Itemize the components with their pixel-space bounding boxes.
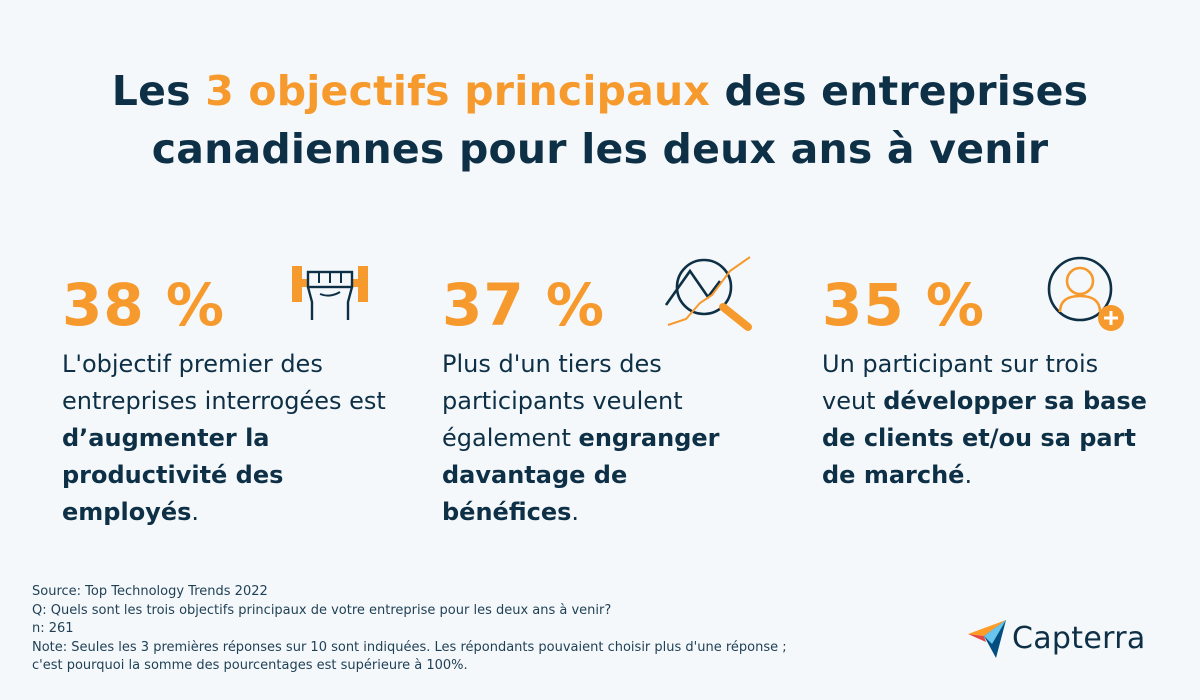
stat-card-clients: 35 % Un participant sur trois veut dével… <box>822 270 1152 494</box>
title-line2: canadiennes pour les deux ans à venir <box>151 125 1049 173</box>
stat-text-bold: engranger davantage de bénéfices <box>442 424 720 526</box>
title-part2: des entreprises <box>710 67 1089 115</box>
stat-text: L'objectif premier des entreprises inter… <box>62 350 386 415</box>
capterra-arrow-icon <box>968 620 1006 658</box>
stat-text: Plus d'un tiers des participants veulent… <box>442 350 683 452</box>
stat-text: Un participant sur trois veut <box>822 350 1099 415</box>
footer-note-line1: Note: Seules les 3 premières réponses su… <box>32 639 787 655</box>
footer-question: Q: Quels sont les trois objectifs princi… <box>32 602 612 618</box>
weightlifting-fist-icon <box>292 266 368 320</box>
stat-text-end: . <box>571 498 580 526</box>
stat-description: Plus d'un tiers des participants veulent… <box>442 346 772 531</box>
stat-card-productivity: 38 % L'objectif premier des entreprises … <box>62 270 392 531</box>
page-title: Les 3 objectifs principaux des entrepris… <box>0 62 1200 178</box>
footer-notes: Source: Top Technology Trends 2022 Q: Qu… <box>32 583 787 676</box>
footer-note-line2: c'est pourquoi la somme des pourcentages… <box>32 658 468 673</box>
stat-text-bold: d’augmenter la productivité des employés <box>62 424 284 526</box>
stat-card-profits: 37 % Plus d'un tiers des participants ve… <box>442 270 772 531</box>
stat-text-end: . <box>964 461 973 489</box>
title-part1: Les <box>111 67 206 115</box>
stat-percent: 35 % <box>822 271 986 339</box>
add-user-icon <box>1047 256 1124 331</box>
footer-sample-size: n: 261 <box>32 621 74 636</box>
stat-percent: 37 % <box>442 271 606 339</box>
stat-text-end: . <box>191 498 200 526</box>
magnifier-chart-icon <box>664 256 752 331</box>
stat-percent: 38 % <box>62 271 226 339</box>
brand-name: Capterra <box>1012 620 1146 656</box>
footer-source: Source: Top Technology Trends 2022 <box>32 584 268 599</box>
capterra-logo: Capterra <box>968 618 1146 658</box>
stat-text-bold: développer sa base de clients et/ou sa p… <box>822 387 1147 489</box>
stat-description: L'objectif premier des entreprises inter… <box>62 346 392 531</box>
stat-description: Un participant sur trois veut développer… <box>822 346 1152 494</box>
title-highlight: 3 objectifs principaux <box>205 67 711 115</box>
